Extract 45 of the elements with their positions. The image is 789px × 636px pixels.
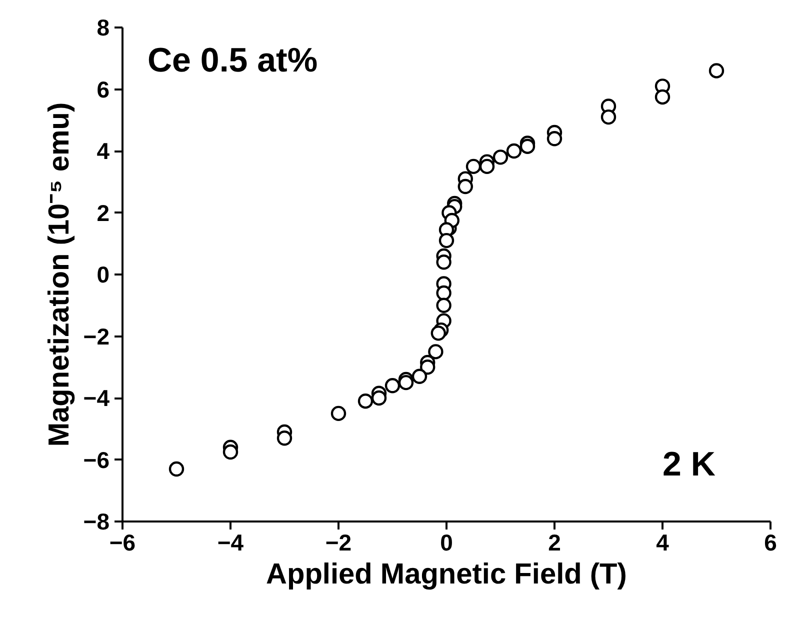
point <box>428 344 444 360</box>
point <box>276 430 292 446</box>
point <box>222 444 238 460</box>
y-tick-label: −6 <box>83 446 110 473</box>
annotation: 2 K <box>662 446 716 484</box>
y-axis-title: Magnetization (10⁻⁵ emu) <box>43 102 76 447</box>
point <box>654 89 670 105</box>
x-tick-label: −4 <box>217 530 244 556</box>
y-tick-label: −4 <box>83 385 110 411</box>
point <box>430 326 446 341</box>
y-tick-label: −8 <box>83 508 110 534</box>
point <box>600 109 616 125</box>
point <box>412 368 428 384</box>
point <box>168 461 184 477</box>
y-tick-label: 6 <box>96 76 110 102</box>
point <box>436 298 452 313</box>
x-tick-label: 4 <box>656 530 670 556</box>
y-tick-label: 0 <box>96 262 110 288</box>
x-tick-label: 6 <box>764 530 777 556</box>
x-axis-title: Applied Magnetic Field (T) <box>266 558 627 590</box>
x-tick-label: 0 <box>440 530 453 556</box>
y-tick-label: 2 <box>96 200 110 226</box>
y-tick-label: 8 <box>96 14 110 40</box>
point <box>479 158 495 174</box>
point <box>466 158 482 174</box>
annotation: Ce 0.5 at% <box>148 42 318 80</box>
point <box>330 406 346 422</box>
point <box>436 254 452 270</box>
point <box>371 390 387 406</box>
point <box>546 131 562 146</box>
point <box>436 285 452 301</box>
point <box>458 178 473 194</box>
point <box>708 63 724 78</box>
point <box>358 394 374 409</box>
point <box>438 232 454 248</box>
y-tick-label: 4 <box>96 138 110 164</box>
point <box>520 138 536 154</box>
point <box>506 143 522 159</box>
x-tick-label: 2 <box>548 530 561 556</box>
point <box>492 150 508 165</box>
y-tick-label: −2 <box>83 323 110 350</box>
point <box>420 360 436 375</box>
x-tick-label: −2 <box>325 530 352 556</box>
point <box>384 378 400 394</box>
point <box>398 374 414 390</box>
